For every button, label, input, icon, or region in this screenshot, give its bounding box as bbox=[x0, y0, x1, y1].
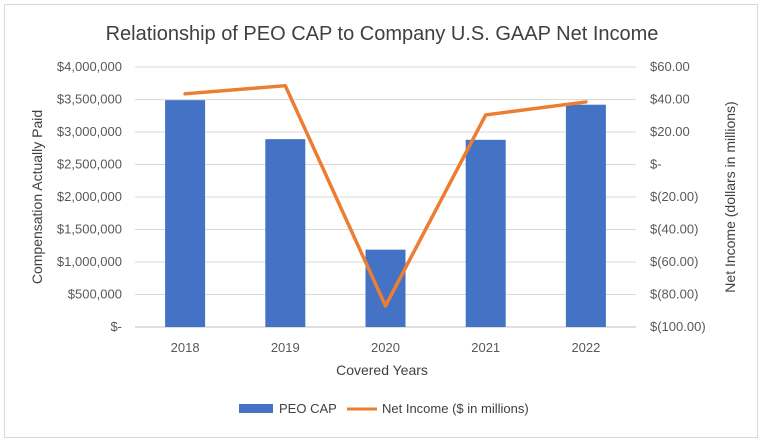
left-tick-label: $500,000 bbox=[68, 287, 122, 302]
chart-title: Relationship of PEO CAP to Company U.S. … bbox=[106, 23, 659, 45]
right-tick-label: $20.00 bbox=[650, 124, 690, 139]
left-tick-label: $2,500,000 bbox=[57, 157, 122, 172]
point-net-income bbox=[183, 92, 187, 96]
left-tick-label: $1,500,000 bbox=[57, 222, 122, 237]
chart-frame bbox=[4, 4, 758, 438]
right-tick-label: $(80.00) bbox=[650, 287, 698, 302]
left-axis-title: Compensation Actually Paid bbox=[29, 110, 45, 284]
right-axis-title: Net Income (dollars in millions) bbox=[722, 101, 738, 292]
point-net-income bbox=[283, 84, 287, 88]
left-tick-label: $3,500,000 bbox=[57, 92, 122, 107]
bar-peo-cap bbox=[565, 104, 606, 327]
x-tick-label: 2021 bbox=[471, 340, 500, 355]
left-tick-label: $4,000,000 bbox=[57, 59, 122, 74]
point-net-income bbox=[384, 304, 387, 308]
legend-label-peo-cap: PEO CAP bbox=[279, 401, 337, 416]
left-tick-label: $2,000,000 bbox=[57, 189, 122, 204]
right-tick-label: $(40.00) bbox=[650, 222, 698, 237]
right-tick-label: $(100.00) bbox=[650, 319, 706, 334]
legend-swatch-peo-cap bbox=[239, 404, 273, 413]
right-tick-label: $- bbox=[650, 157, 662, 172]
x-tick-label: 2022 bbox=[571, 340, 600, 355]
left-tick-label: $- bbox=[110, 319, 122, 334]
bar-peo-cap bbox=[365, 249, 406, 327]
right-tick-label: $60.00 bbox=[650, 59, 690, 74]
bar-peo-cap bbox=[465, 139, 506, 327]
x-tick-label: 2020 bbox=[371, 340, 400, 355]
x-tick-label: 2019 bbox=[271, 340, 300, 355]
legend: PEO CAP Net Income ($ in millions) bbox=[239, 401, 529, 416]
point-net-income bbox=[584, 100, 588, 104]
left-tick-label: $1,000,000 bbox=[57, 254, 122, 269]
x-tick-label: 2018 bbox=[171, 340, 200, 355]
legend-label-net-income: Net Income ($ in millions) bbox=[382, 401, 529, 416]
right-tick-label: $(20.00) bbox=[650, 189, 698, 204]
point-net-income bbox=[484, 113, 488, 117]
right-tick-label: $(60.00) bbox=[650, 254, 698, 269]
x-axis-title: Covered Years bbox=[336, 362, 428, 378]
bar-peo-cap bbox=[165, 100, 206, 328]
bar-peo-cap bbox=[265, 139, 306, 327]
right-tick-label: $40.00 bbox=[650, 92, 690, 107]
left-tick-label: $3,000,000 bbox=[57, 124, 122, 139]
